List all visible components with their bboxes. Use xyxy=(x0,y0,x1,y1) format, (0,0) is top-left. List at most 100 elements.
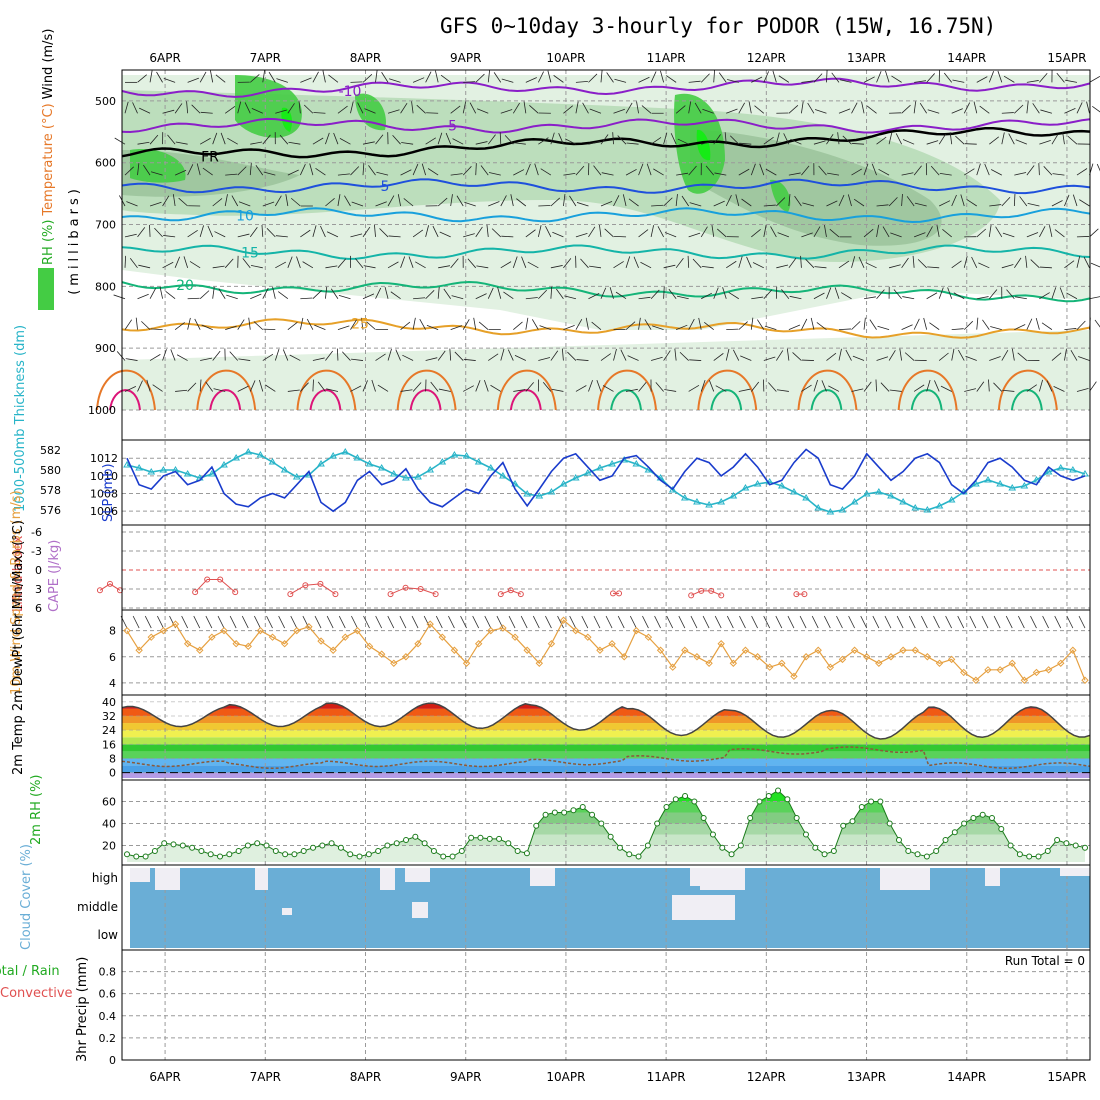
wind-barb xyxy=(377,384,389,392)
wind-barb xyxy=(863,163,869,176)
wind-barb xyxy=(751,296,764,300)
wind-barb xyxy=(162,349,167,361)
wind-barb xyxy=(942,229,952,238)
wind-barb xyxy=(902,139,915,145)
wind-barb xyxy=(201,324,213,331)
temp-tick-label: 0 xyxy=(109,767,116,780)
wind-barb xyxy=(375,70,378,83)
temperature-contour-low xyxy=(697,369,758,411)
rh-point xyxy=(179,842,186,849)
cape-ylabel: CAPE (J/kg) xyxy=(47,540,62,612)
rh-point xyxy=(626,851,633,858)
contour-label: -10 xyxy=(339,84,362,100)
wind-barb xyxy=(816,322,827,330)
wind-barb xyxy=(600,70,603,83)
wind-barb xyxy=(752,262,765,269)
wind-barb xyxy=(425,290,435,300)
li-point xyxy=(517,591,524,598)
wind-barb xyxy=(613,108,625,114)
wind-barb xyxy=(262,353,274,361)
wind-barb xyxy=(829,228,840,238)
rh-point xyxy=(449,853,456,860)
wind-barb xyxy=(212,132,218,145)
wind-barb xyxy=(675,194,678,207)
wind-barb xyxy=(687,255,690,268)
rh-point xyxy=(1082,844,1088,851)
precip-tick-label: 0.4 xyxy=(99,1010,117,1023)
wind-barb xyxy=(770,226,777,238)
wind-barb xyxy=(824,225,827,237)
rh-point xyxy=(598,820,605,827)
wind-barb xyxy=(951,348,955,361)
wind-barb xyxy=(226,294,238,300)
wind-barb xyxy=(490,384,501,392)
wind-barb xyxy=(1035,317,1040,330)
wind-barb xyxy=(811,615,819,629)
wind-barb xyxy=(563,173,576,176)
wind-barb xyxy=(754,105,765,114)
wind-barb xyxy=(412,163,419,176)
wind-barb xyxy=(901,172,914,176)
wind-barb xyxy=(663,197,673,207)
cloud-gap xyxy=(700,868,745,890)
wind-barb xyxy=(626,142,639,145)
wind-barb xyxy=(476,265,489,269)
wind-barb xyxy=(205,381,214,392)
thick-tick-label: 576 xyxy=(40,504,61,517)
temperature-contour xyxy=(121,244,1091,260)
wind-barb xyxy=(238,201,251,207)
temp-tick-label: 32 xyxy=(102,710,116,723)
wind-barb xyxy=(995,226,1003,238)
wind-barb xyxy=(527,261,539,269)
wind-barb xyxy=(249,163,252,176)
wind-barb xyxy=(728,291,739,300)
wind-barb xyxy=(497,287,502,299)
wind-barb xyxy=(876,289,885,299)
wind-barb xyxy=(751,76,763,83)
wind-barb xyxy=(312,71,319,83)
wind-barb xyxy=(237,101,242,114)
wind-barb xyxy=(350,233,363,238)
rh-point xyxy=(124,851,130,858)
wind-barb xyxy=(242,258,251,269)
wind-point xyxy=(256,626,265,635)
wind-barb xyxy=(1065,79,1078,83)
rh-point xyxy=(793,815,800,821)
wind-barb xyxy=(660,70,665,83)
wind-barb xyxy=(638,229,649,238)
wind-barb xyxy=(199,379,202,392)
wind-barb xyxy=(794,195,802,207)
date-label-bottom: 6APR xyxy=(149,1070,180,1084)
wind-barb xyxy=(863,76,875,83)
wind-barb xyxy=(469,102,477,114)
li-point xyxy=(232,589,239,596)
wind-barb xyxy=(622,194,627,207)
rh-point xyxy=(244,842,251,849)
rh-point xyxy=(468,834,475,841)
wind-barb xyxy=(938,287,944,299)
wind-barb xyxy=(564,295,577,300)
wind-barb xyxy=(487,70,490,83)
wind-barb xyxy=(375,353,386,361)
wind-barb xyxy=(788,257,797,269)
wind-barb xyxy=(412,317,416,330)
wind-barb xyxy=(863,381,872,392)
wind-barb xyxy=(249,380,256,392)
wind-barb xyxy=(585,317,589,330)
wind-barb xyxy=(949,132,953,145)
wind-barb xyxy=(727,79,739,83)
wind-barb xyxy=(775,132,780,145)
wind-barb xyxy=(880,382,890,392)
wind-barb xyxy=(478,321,489,330)
rh-point xyxy=(1054,837,1061,843)
cloud-gap xyxy=(255,868,268,890)
wind-barb xyxy=(300,229,311,238)
wind-barb xyxy=(826,133,834,145)
wind-barb xyxy=(322,70,326,83)
wind-barb xyxy=(456,195,464,207)
wind-barb xyxy=(525,163,531,176)
rh-point xyxy=(142,853,149,860)
rh-point xyxy=(905,848,912,854)
y-tick-label: 500 xyxy=(95,95,116,108)
rh-point xyxy=(514,848,521,854)
